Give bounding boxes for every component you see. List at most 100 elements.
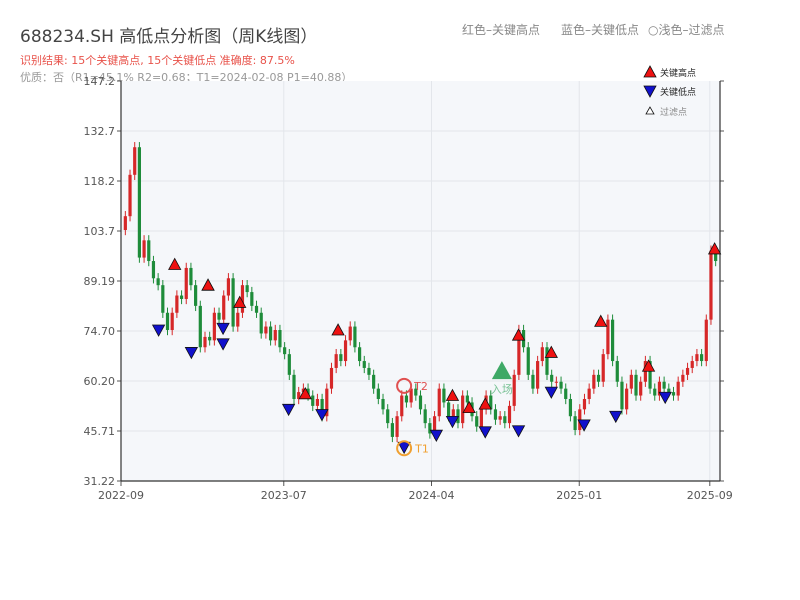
candle-body [685, 367, 690, 375]
candle-body [287, 354, 291, 375]
candle-body [123, 216, 127, 230]
candle-body [540, 347, 544, 362]
key-low-marker [478, 426, 492, 439]
candle-body [156, 278, 160, 286]
candle-body [414, 388, 418, 396]
candle-body [648, 361, 652, 389]
candle-body [423, 409, 427, 424]
candle-body [625, 388, 629, 410]
candle-body [292, 374, 296, 399]
candle-body [381, 398, 385, 410]
key-high-marker [462, 400, 476, 414]
key-high-marker [544, 345, 558, 358]
legend-filtered-icon [645, 106, 655, 115]
candle-body [657, 381, 662, 396]
y-tick-label: 45.71 [84, 425, 116, 438]
candle-body [629, 374, 633, 389]
candle-body [395, 416, 399, 437]
candle-body [283, 347, 287, 355]
candle-body [559, 381, 563, 389]
candle-body [437, 388, 441, 417]
y-axis: 31.22 45.71 60.20 74.70 89.19 103.7 118.2 132.7… [84, 75, 724, 488]
candle-body [231, 278, 235, 327]
candle-body [639, 381, 643, 396]
key-low-marker [609, 410, 623, 424]
candle-body [348, 326, 352, 341]
y-tick-label: 103.7 [84, 225, 116, 238]
key-high-marker [511, 328, 526, 341]
y-tick-label: 74.70 [84, 325, 116, 338]
candle-body [128, 174, 132, 217]
x-tick-label: 2025-09 [687, 489, 733, 502]
key-high-marker [594, 314, 608, 327]
candle-body [268, 326, 273, 341]
candle-body [334, 354, 338, 368]
candle-body [175, 295, 179, 313]
y-tick-label: 31.22 [84, 475, 116, 488]
candle-body [465, 395, 469, 403]
candle-body [311, 395, 315, 406]
x-tick-label: 2023-07 [261, 489, 307, 502]
key-low-marker [445, 416, 460, 429]
candle-body [512, 374, 516, 406]
candle-body [147, 240, 151, 262]
legend-note-blue: 蓝色–关键低点 [561, 23, 640, 37]
candle-body [236, 312, 240, 327]
candle-body [709, 250, 713, 320]
candle-body [550, 374, 554, 382]
key-high-marker [168, 257, 182, 270]
y-tick-label: 89.19 [84, 275, 116, 288]
candle-body [208, 336, 212, 341]
key-high-marker [233, 295, 247, 308]
candle-body [461, 395, 465, 424]
candle-body [203, 336, 207, 348]
key-high-marker [641, 359, 656, 372]
key-high-marker [298, 386, 312, 400]
candle-body [601, 354, 605, 382]
page-title: 688234.SH 高低点分析图（周K线图） [20, 27, 318, 47]
candle-body [297, 392, 301, 399]
candle-body [573, 416, 577, 431]
candle-body [489, 395, 493, 410]
candle-body [222, 295, 226, 320]
key-low-marker [544, 386, 558, 399]
candle-body [386, 409, 390, 424]
key-high-marker [331, 323, 345, 336]
candle-body [315, 398, 320, 406]
entry-marker [491, 361, 512, 380]
candle-body [475, 416, 479, 427]
candle-body [170, 312, 174, 331]
candle-body [507, 405, 512, 424]
candle-body [493, 409, 498, 420]
candle-body [676, 381, 680, 396]
legend-low-icon [643, 85, 657, 98]
candle-body [606, 319, 610, 355]
candle-body [418, 395, 423, 410]
y-tick-label: 132.7 [84, 125, 116, 138]
x-tick-label: 2025-01 [556, 489, 602, 502]
key-low-marker [151, 324, 166, 337]
candle-body [390, 423, 394, 437]
result-summary: 识别结果: 15个关键高点, 15个关键低点 准确度: 87.5% [20, 54, 295, 67]
candle-body [587, 388, 591, 399]
candle-body [301, 388, 305, 393]
entry-label: 入场 [491, 382, 513, 396]
candle-body [503, 416, 507, 424]
candle-body [320, 398, 324, 417]
candle-body [217, 312, 221, 320]
annotations: T1 T2 入场 [396, 361, 513, 457]
candle-body [667, 388, 671, 393]
candle-body [353, 326, 357, 348]
key-high-marker [201, 278, 215, 291]
candle-body [362, 361, 366, 368]
key-low-marker [216, 322, 230, 336]
x-tick-label: 2022-09 [98, 489, 144, 502]
t1-label: T1 [414, 442, 429, 455]
candle-body [620, 381, 624, 410]
candlesticks [123, 142, 718, 443]
candle-body [179, 295, 184, 299]
candle-body [264, 326, 268, 334]
candle-body [198, 305, 202, 348]
candle-body [250, 292, 254, 306]
